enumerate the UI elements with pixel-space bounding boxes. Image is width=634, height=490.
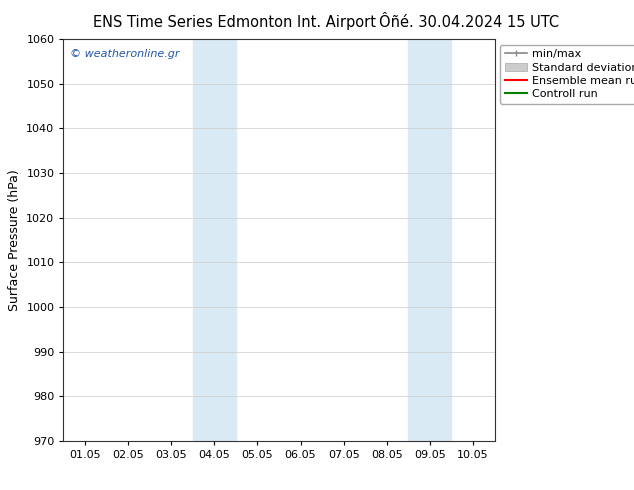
Legend: min/max, Standard deviation, Ensemble mean run, Controll run: min/max, Standard deviation, Ensemble me… (500, 45, 634, 104)
Text: ENS Time Series Edmonton Int. Airport: ENS Time Series Edmonton Int. Airport (93, 15, 376, 30)
Y-axis label: Surface Pressure (hPa): Surface Pressure (hPa) (8, 169, 21, 311)
Bar (193, 39, 236, 441)
Bar (408, 39, 451, 441)
Text: Ôñé. 30.04.2024 15 UTC: Ôñé. 30.04.2024 15 UTC (379, 15, 559, 30)
Text: © weatheronline.gr: © weatheronline.gr (70, 49, 179, 59)
